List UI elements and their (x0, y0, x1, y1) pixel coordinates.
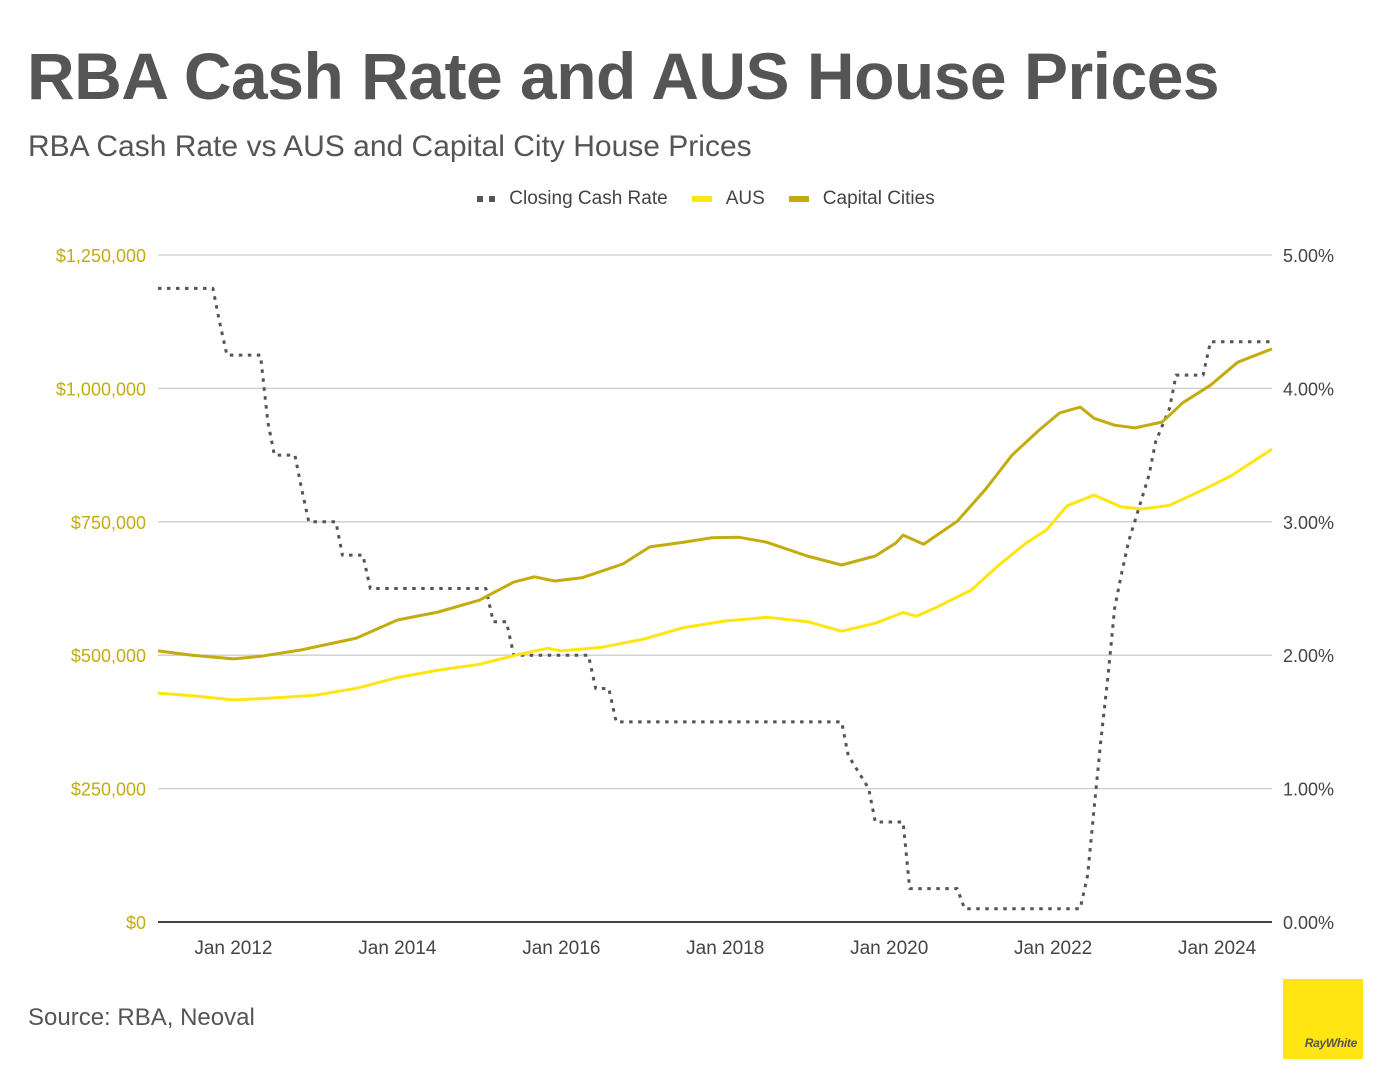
y-left-tick-label: $500,000 (71, 646, 146, 666)
y-left-tick-label: $0 (126, 913, 146, 933)
y-right-tick-label: 3.00% (1283, 513, 1334, 533)
y-right-tick-label: 4.00% (1283, 379, 1334, 399)
series-line-capital-cities (157, 347, 1273, 661)
line-swatch-icon (788, 196, 809, 202)
x-tick-label: Jan 2022 (1014, 938, 1092, 959)
y-left-tick-label: $1,250,000 (56, 246, 146, 266)
legend: Closing Cash Rate AUS Capital Cities (0, 188, 1388, 210)
line-chart: $0 $250,000 $500,000 $750,000 $1,000,000 $1,2… (56, 246, 1334, 959)
x-tick-label: Jan 2014 (358, 938, 437, 959)
series-line-aus (157, 447, 1273, 702)
legend-label: Capital Cities (822, 188, 935, 209)
dotted-line-swatch-icon (477, 196, 501, 202)
series-line-closing-cash-rate (158, 286, 1272, 911)
chart-title: RBA Cash Rate and AUS House Prices (27, 39, 1220, 113)
raywhite-logo: RayWhite (1283, 979, 1363, 1059)
legend-item-cash-rate: Closing Cash Rate (477, 188, 668, 210)
x-tick-label: Jan 2012 (194, 938, 272, 959)
source-note: Source: RBA, Neoval (28, 1004, 255, 1031)
x-tick-label: Jan 2024 (1178, 938, 1257, 959)
y-right-tick-label: 5.00% (1283, 246, 1334, 266)
x-tick-label: Jan 2020 (850, 938, 928, 959)
y-left-tick-label: $750,000 (71, 513, 146, 533)
line-swatch-icon (691, 196, 712, 202)
logo-text: RayWhite (1304, 1036, 1358, 1050)
legend-label: AUS (725, 188, 765, 209)
y-left-tick-label: $250,000 (71, 780, 146, 800)
x-tick-label: Jan 2016 (522, 938, 600, 959)
legend-item-aus: AUS (691, 188, 765, 210)
legend-item-capital-cities: Capital Cities (788, 188, 935, 210)
y-right-tick-label: 2.00% (1283, 646, 1334, 666)
legend-label: Closing Cash Rate (509, 188, 668, 209)
y-right-tick-label: 1.00% (1283, 780, 1334, 800)
y-right-tick-label: 0.00% (1283, 913, 1334, 933)
chart-subtitle: RBA Cash Rate vs AUS and Capital City Ho… (28, 130, 752, 163)
x-tick-label: Jan 2018 (686, 938, 764, 959)
y-left-tick-label: $1,000,000 (56, 379, 146, 399)
